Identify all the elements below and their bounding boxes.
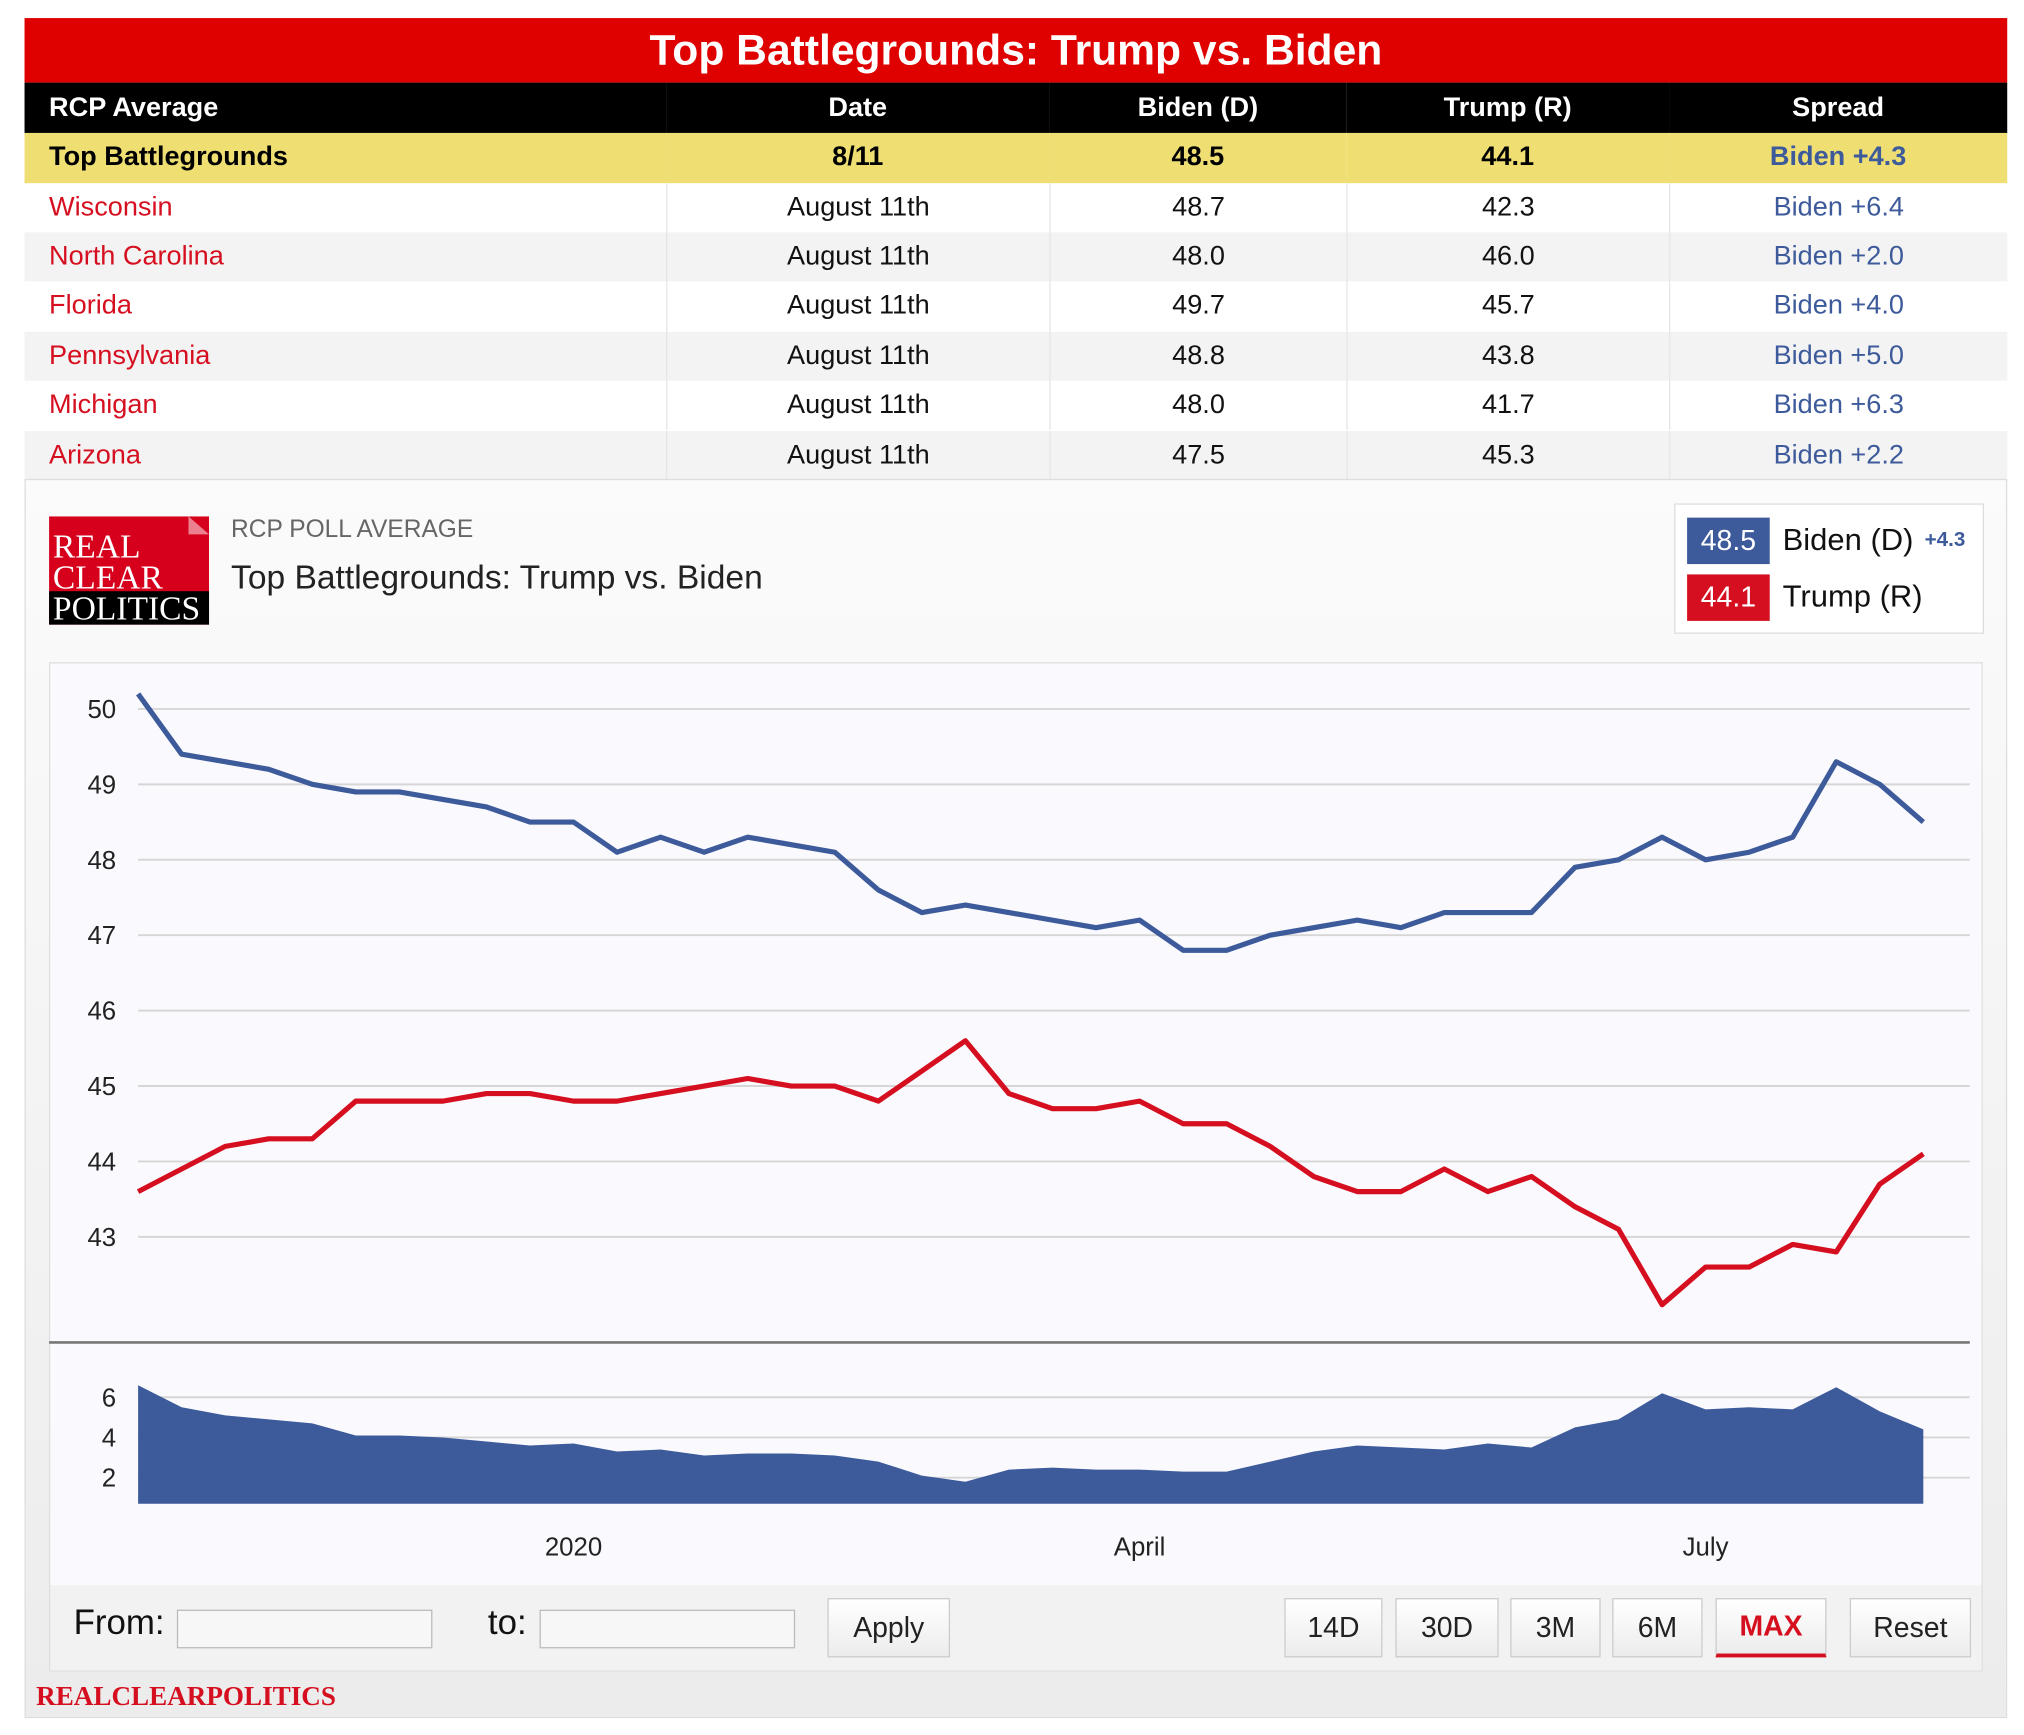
table-cell: Date (666, 82, 1050, 133)
chart-title: Top Battlegrounds: Trump vs. Biden (231, 557, 763, 597)
table-cell: Arizona (24, 430, 667, 481)
range-button[interactable]: 30D (1395, 1598, 1499, 1658)
footer: REALCLEARPOLITICS (36, 1680, 336, 1712)
table-cell: 47.5 (1049, 430, 1347, 481)
table-cell: August 11th (666, 380, 1050, 431)
table-cell: North Carolina (24, 232, 667, 282)
range-button[interactable]: 14D (1284, 1598, 1383, 1658)
controls: From: to: Apply 14D 30D 3M 6M MAX Reset (50, 1585, 1982, 1671)
range-button[interactable]: 6M (1612, 1598, 1703, 1658)
table-cell: 8/11 (666, 132, 1050, 183)
series-line (136, 692, 1926, 953)
y-tick-label: 2 (102, 1465, 116, 1493)
table-cell: 45.7 (1346, 281, 1670, 332)
x-tick-label: 2020 (545, 1533, 602, 1561)
table-cell: Pennsylvania (24, 331, 667, 381)
table-cell: Biden +2.0 (1669, 232, 2008, 282)
y-tick-label: 50 (87, 696, 116, 724)
logo-text: REAL (53, 529, 141, 566)
series-line (136, 1038, 1925, 1308)
table-cell: 49.7 (1049, 281, 1347, 332)
to-input[interactable] (539, 1609, 796, 1649)
table-cell: Michigan (24, 380, 667, 431)
spread-area (138, 1385, 1924, 1504)
x-tick-label: April (1114, 1533, 1166, 1561)
table-cell: Biden +6.3 (1669, 380, 2008, 431)
table-cell: 45.3 (1346, 430, 1670, 481)
table-cell: RCP Average (24, 82, 667, 133)
table: RCP Average Date Biden (D) Trump (R) Spread T… (0, 0, 2024, 481)
logo-text: CLEAR (53, 560, 164, 597)
y-tick-label: 6 (102, 1384, 116, 1412)
legend-label: Trump (R) (1782, 579, 1923, 615)
table-cell: Biden (D) (1049, 82, 1347, 133)
legend-spread: +4.3 (1924, 529, 1966, 552)
table-cell: Top Battlegrounds (24, 132, 667, 183)
y-tick-label: 49 (87, 771, 116, 799)
table-cell: 48.8 (1049, 331, 1347, 381)
y-tick-label: 44 (87, 1148, 116, 1176)
legend: 48.5 Biden (D) 44.1 Trump (R) +4.3 (1674, 503, 1984, 634)
legend-label: Biden (D) (1782, 522, 1914, 558)
y-tick-label: 46 (87, 998, 116, 1026)
y-tick-label: 43 (87, 1224, 116, 1252)
table-cell: 44.1 (1346, 132, 1670, 183)
logo-fold (188, 516, 210, 535)
table-cell: Biden +2.2 (1669, 430, 2008, 481)
y-tick-label: 47 (87, 922, 116, 950)
table-title: Top Battlegrounds: Trump vs. Biden (24, 18, 2008, 83)
table-cell: Biden +4.0 (1669, 281, 2008, 332)
table-cell: Spread (1669, 82, 2008, 133)
table-cell: Biden +5.0 (1669, 331, 2008, 381)
table-cell: Florida (24, 281, 667, 332)
table-cell: August 11th (666, 281, 1050, 332)
table-cell: Biden +6.4 (1669, 182, 2008, 233)
range-button[interactable]: MAX (1715, 1598, 1827, 1658)
from-label: From: (73, 1603, 165, 1642)
logo-band (49, 591, 210, 625)
y-tick-label: 45 (87, 1073, 116, 1101)
legend-value: 44.1 (1687, 574, 1770, 621)
table-cell: August 11th (666, 331, 1050, 381)
table-cell: August 11th (666, 232, 1050, 282)
table-cell: 48.0 (1049, 232, 1347, 282)
table-cell: 48.5 (1049, 132, 1347, 183)
table-cell: Biden +4.3 (1669, 132, 2008, 183)
apply-button[interactable]: Apply (827, 1598, 951, 1658)
table-cell: Wisconsin (24, 182, 667, 233)
to-label: to: (487, 1603, 527, 1642)
table-cell: 43.8 (1346, 331, 1670, 381)
table-cell: August 11th (666, 182, 1050, 233)
table-cell: August 11th (666, 430, 1050, 481)
reset-button[interactable]: Reset (1849, 1598, 1972, 1658)
range-button[interactable]: 3M (1510, 1598, 1601, 1658)
x-tick-label: July (1683, 1533, 1729, 1561)
from-input[interactable] (176, 1609, 433, 1649)
table-cell: Trump (R) (1346, 82, 1670, 133)
table-cell: 48.0 (1049, 380, 1347, 431)
table-cell: 48.7 (1049, 182, 1347, 233)
chart-kicker: RCP POLL AVERAGE (231, 516, 474, 544)
logo: REAL CLEAR POLITICS (49, 516, 210, 625)
table-cell: 41.7 (1346, 380, 1670, 431)
legend-value: 48.5 (1687, 517, 1770, 565)
table-cell: 42.3 (1346, 182, 1670, 233)
y-tick-label: 48 (87, 847, 116, 875)
logo-text: POLITICS (53, 591, 200, 625)
table-cell: 46.0 (1346, 232, 1670, 282)
y-tick-label: 4 (102, 1425, 116, 1453)
